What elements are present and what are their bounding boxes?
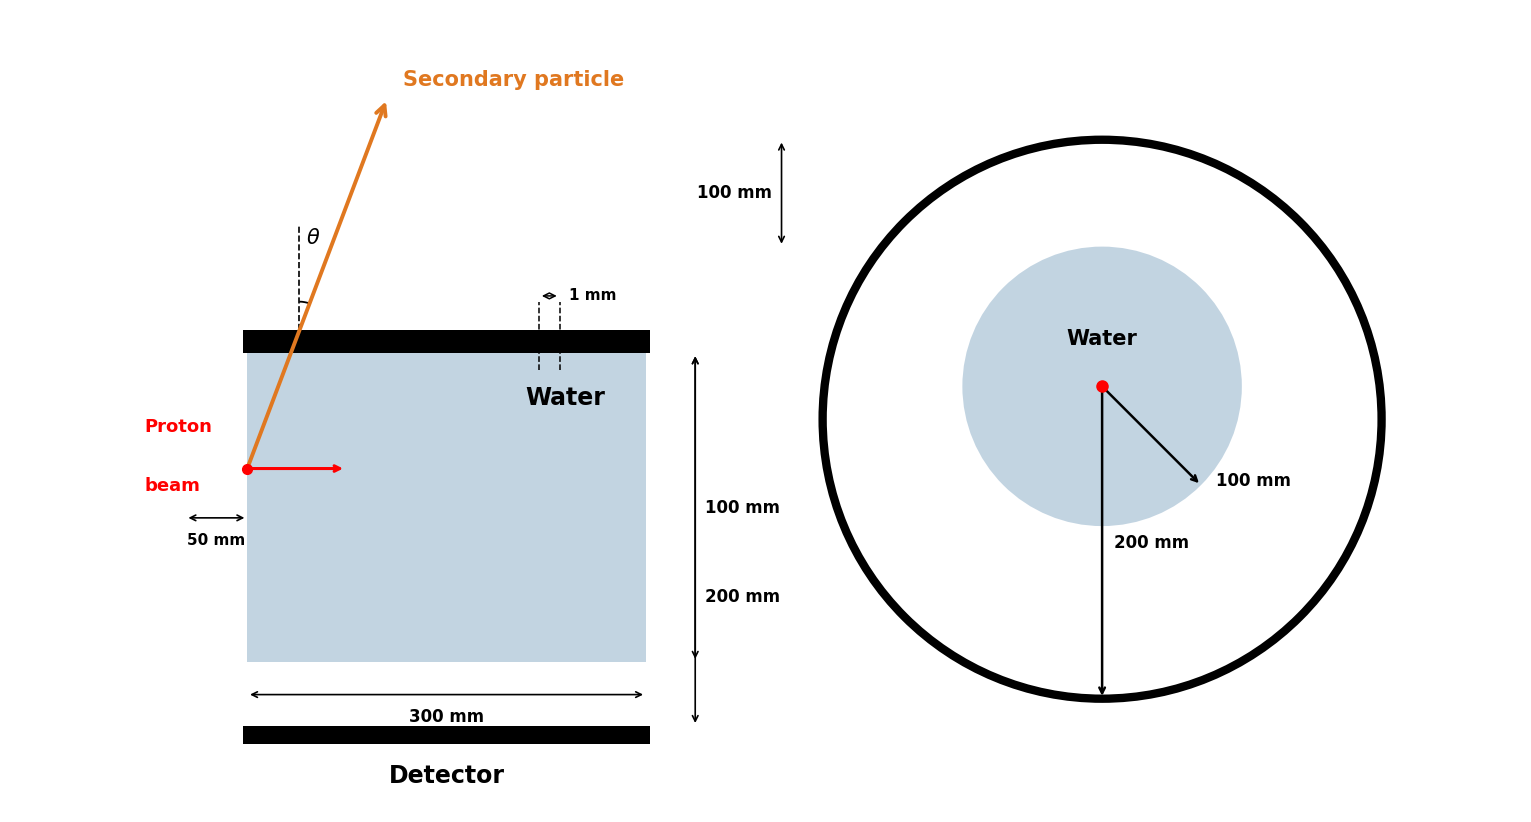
Circle shape — [822, 140, 1381, 699]
Text: 50 mm: 50 mm — [187, 533, 245, 547]
Text: 100 mm: 100 mm — [1216, 472, 1291, 490]
Text: 1 mm: 1 mm — [570, 289, 617, 303]
Text: beam: beam — [144, 477, 201, 495]
Text: $\theta$: $\theta$ — [306, 228, 320, 247]
Bar — [243, 726, 651, 744]
Text: Water: Water — [1067, 330, 1138, 349]
Text: 200 mm: 200 mm — [706, 589, 781, 606]
Bar — [246, 353, 646, 662]
Text: Water: Water — [525, 386, 605, 410]
Text: 100 mm: 100 mm — [697, 184, 772, 202]
Text: 200 mm: 200 mm — [1115, 533, 1190, 552]
Text: 300 mm: 300 mm — [409, 708, 484, 726]
Text: Proton: Proton — [144, 418, 213, 436]
Bar — [243, 330, 651, 353]
Text: Secondary particle: Secondary particle — [403, 71, 625, 90]
Text: Detector: Detector — [389, 764, 505, 788]
Text: 100 mm: 100 mm — [706, 499, 781, 516]
Circle shape — [963, 247, 1242, 526]
